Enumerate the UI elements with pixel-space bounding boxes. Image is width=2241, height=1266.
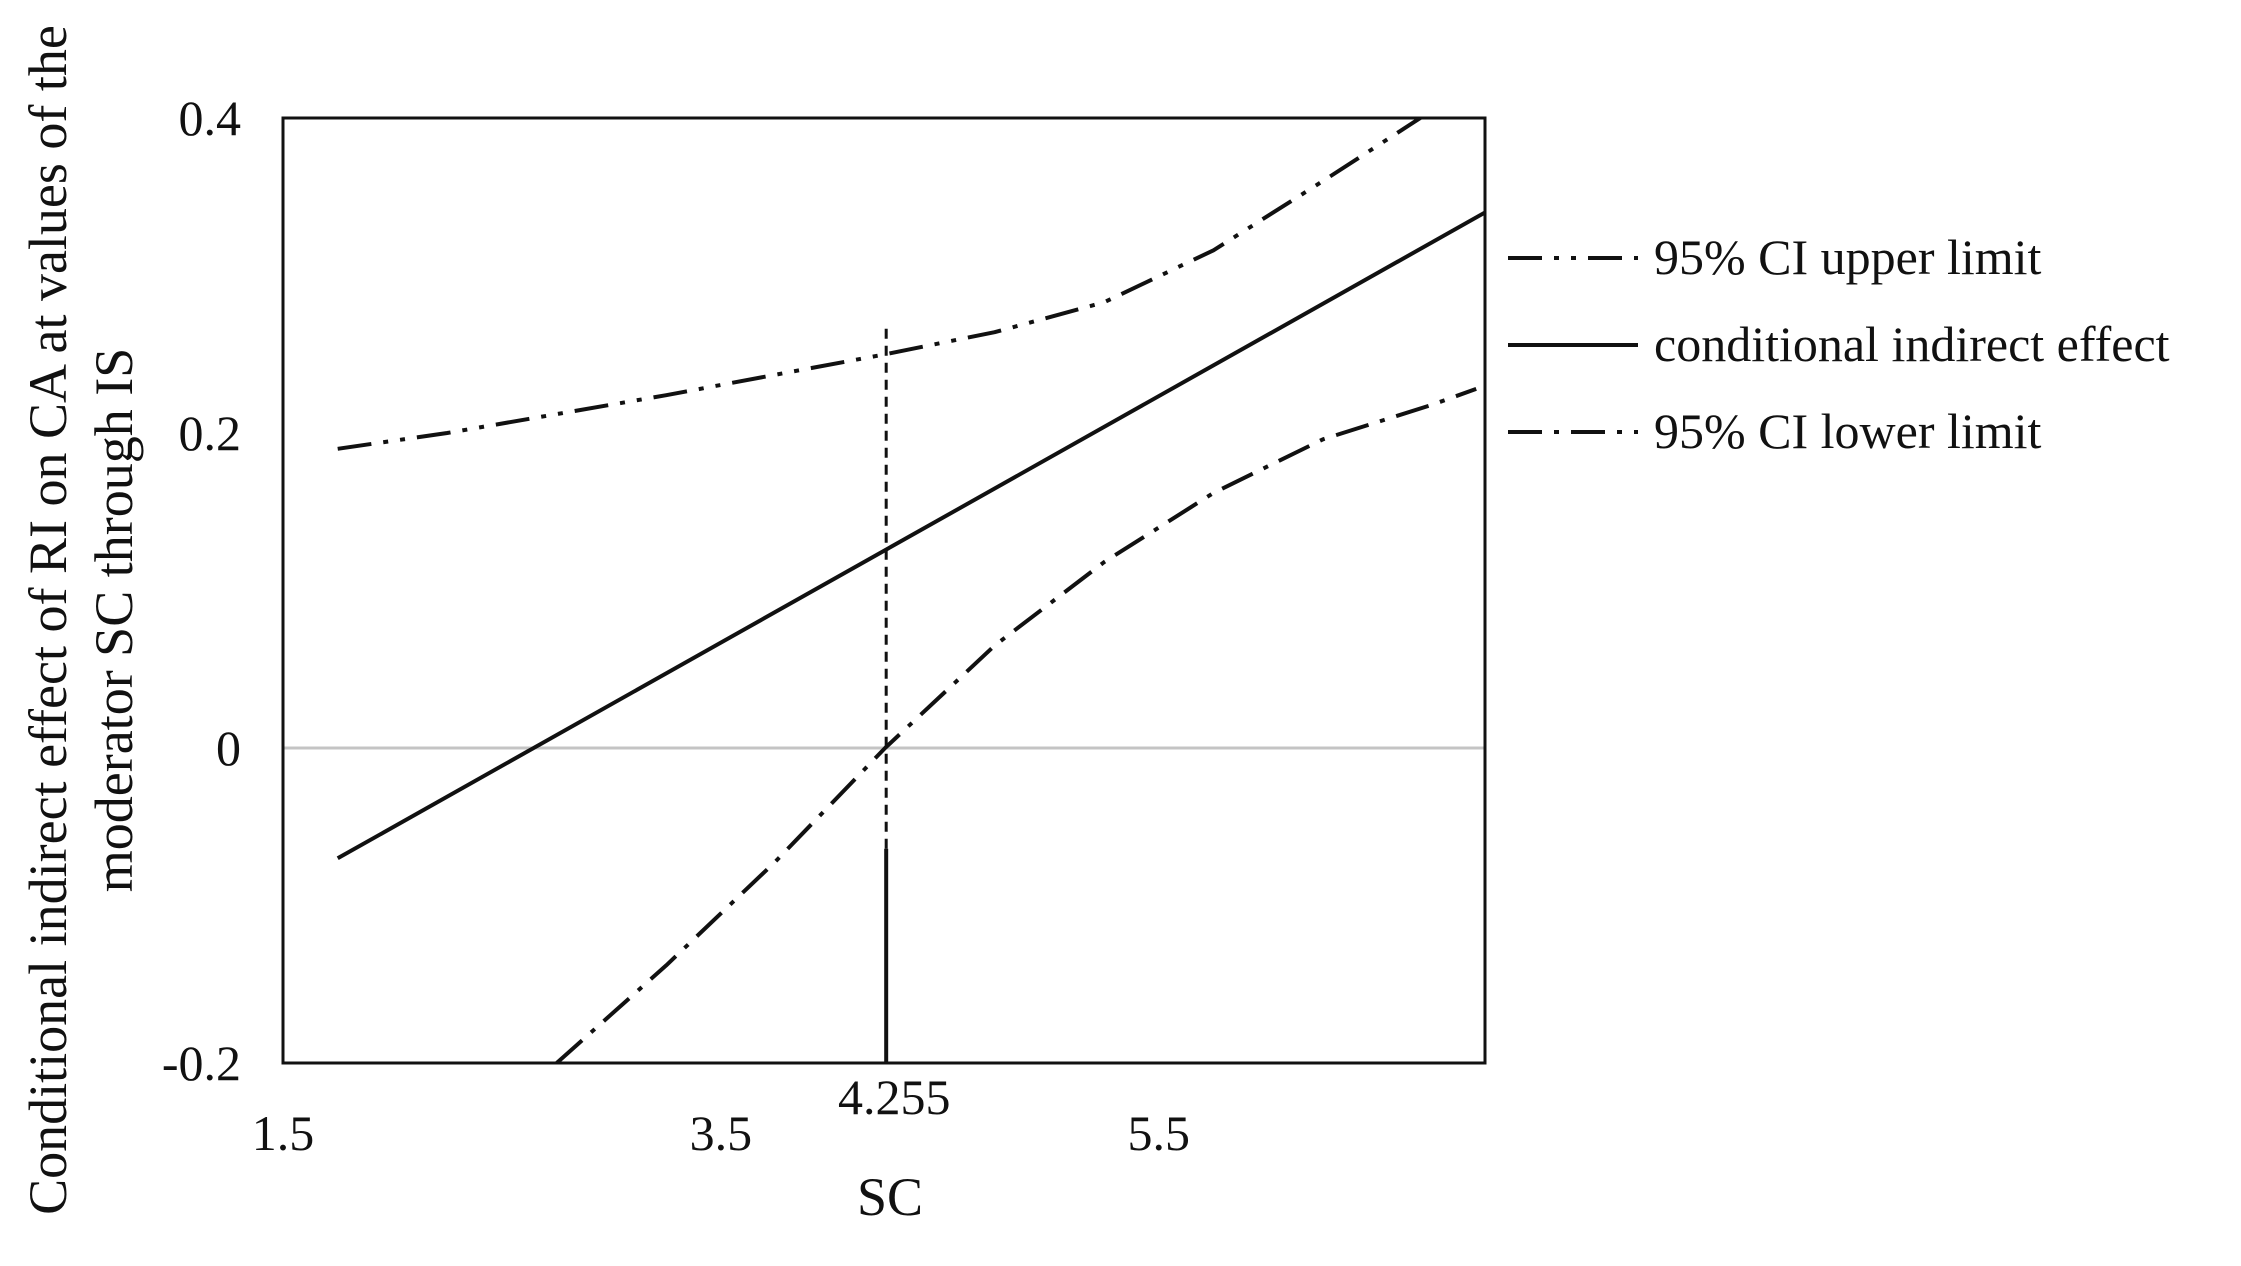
marker-label: 4.255 <box>838 1069 951 1125</box>
series-line-95-ci-upper-limit <box>337 118 1424 451</box>
legend-label-conditional-indirect-effect: conditional indirect effect <box>1654 316 2170 372</box>
y-tick-label: -0.2 <box>162 1035 241 1091</box>
legend-label-95-ci-lower-limit: 95% CI lower limit <box>1654 403 2042 459</box>
legend-label-95-ci-upper-limit: 95% CI upper limit <box>1654 229 2042 285</box>
y-tick-label: 0.4 <box>179 90 242 146</box>
y-axis-title-line-1: Conditional indirect effect of RI on CA … <box>18 25 78 1215</box>
x-axis-title: SC <box>857 1167 923 1227</box>
x-tick-label: 5.5 <box>1128 1105 1191 1161</box>
y-tick-label: 0 <box>216 720 241 776</box>
plot-area <box>283 118 1485 1063</box>
axes: 0.4 0.2 0 -0.21.5 3.5 5.5 4.255 <box>162 90 1487 1161</box>
series-line-conditional-indirect-effect <box>336 210 1485 861</box>
plot-frame <box>281 116 1487 1065</box>
legend: 95% CI upper limit conditional indirect e… <box>1508 229 2170 459</box>
y-tick-label: 0.2 <box>179 405 242 461</box>
x-tick-label: 1.5 <box>252 1105 315 1161</box>
series-line-95-ci-lower-limit <box>555 387 1477 1063</box>
y-axis-title-line-2: moderator SC through IS <box>84 348 144 892</box>
x-tick-label: 3.5 <box>690 1105 753 1161</box>
